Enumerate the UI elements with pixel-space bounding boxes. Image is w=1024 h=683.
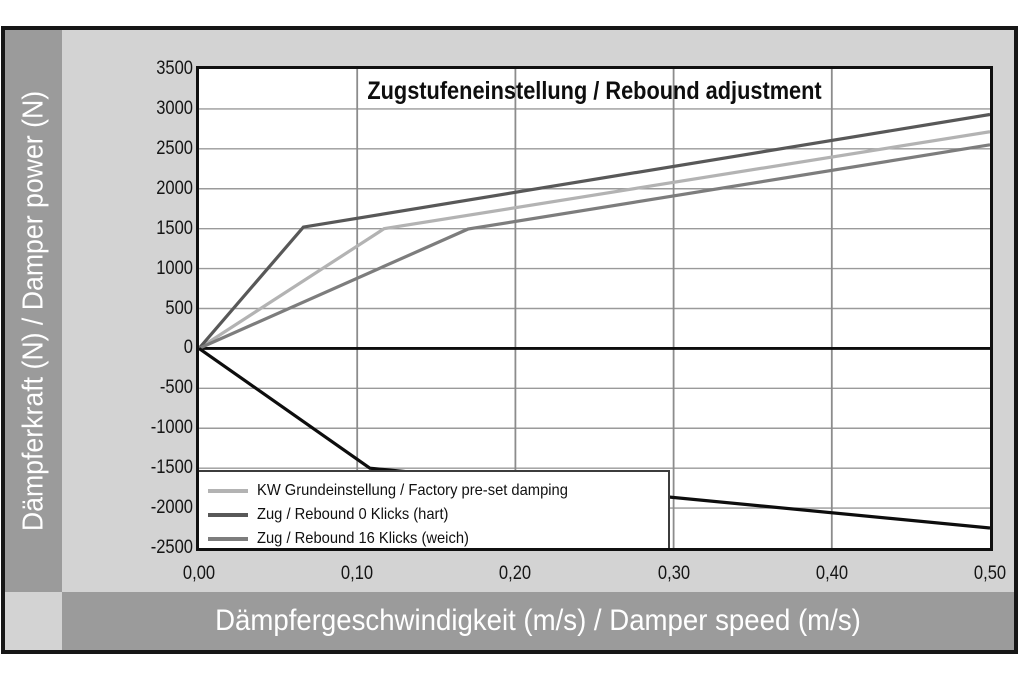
y-tick-label: -1000 bbox=[150, 417, 193, 439]
y-tick-label: -2000 bbox=[150, 497, 193, 519]
y-tick-label: 3000 bbox=[156, 97, 193, 119]
y-tick-label: -500 bbox=[159, 377, 193, 399]
y-tick-label: 0 bbox=[183, 337, 193, 359]
series-line-0 bbox=[199, 130, 990, 350]
y-tick-label: 1000 bbox=[156, 257, 193, 279]
legend-line-swatch bbox=[208, 489, 248, 493]
x-tick-label: 0,40 bbox=[815, 563, 848, 584]
chart-frame: Dämpferkraft (N) / Damper power (N) Dämp… bbox=[1, 26, 1018, 654]
y-tick-label: 1500 bbox=[156, 217, 193, 239]
x-tick-label: 0,00 bbox=[182, 563, 216, 584]
y-axis-band: Dämpferkraft (N) / Damper power (N) bbox=[5, 30, 62, 592]
x-tick-label: 0,30 bbox=[657, 563, 690, 584]
x-axis-title: Dämpfergeschwindigkeit (m/s) / Damper sp… bbox=[215, 604, 861, 637]
legend-item: KW Grundeinstellung / Factory pre-set da… bbox=[208, 479, 668, 503]
series-line-1 bbox=[199, 112, 990, 350]
legend-line-swatch bbox=[208, 513, 248, 517]
x-tick-label: 0,50 bbox=[973, 563, 1007, 584]
chart-title: Zugstufeneinstellung / Rebound adjustmen… bbox=[367, 77, 822, 105]
y-tick-label: 500 bbox=[165, 297, 193, 319]
y-tick-label: -2500 bbox=[150, 537, 193, 558]
legend-line-swatch bbox=[208, 537, 248, 541]
x-tick-label: 0,20 bbox=[499, 563, 532, 584]
legend-item: Zug / Rebound 16 Klicks (weich) bbox=[208, 527, 668, 551]
legend-item: Zug / Rebound 0 Klicks (hart) bbox=[208, 503, 668, 527]
chart-legend: KW Grundeinstellung / Factory pre-set da… bbox=[199, 470, 670, 548]
x-axis-band: Dämpfergeschwindigkeit (m/s) / Damper sp… bbox=[62, 592, 1014, 650]
y-tick-label: -1500 bbox=[150, 457, 193, 479]
legend-label: Zug / Rebound 0 Klicks (hart) bbox=[257, 506, 449, 523]
legend-label: KW Grundeinstellung / Factory pre-set da… bbox=[257, 482, 568, 499]
y-tick-label: 2500 bbox=[156, 137, 193, 159]
series-line-2 bbox=[199, 143, 990, 350]
legend-label: Zug / Rebound 16 Klicks (weich) bbox=[257, 530, 469, 547]
plot-area: Zugstufeneinstellung / Rebound adjustmen… bbox=[196, 66, 993, 551]
y-tick-label: 3500 bbox=[156, 58, 193, 79]
y-tick-label: 2000 bbox=[156, 177, 193, 199]
x-tick-label: 0,10 bbox=[341, 563, 374, 584]
series-line-3 bbox=[199, 347, 990, 530]
